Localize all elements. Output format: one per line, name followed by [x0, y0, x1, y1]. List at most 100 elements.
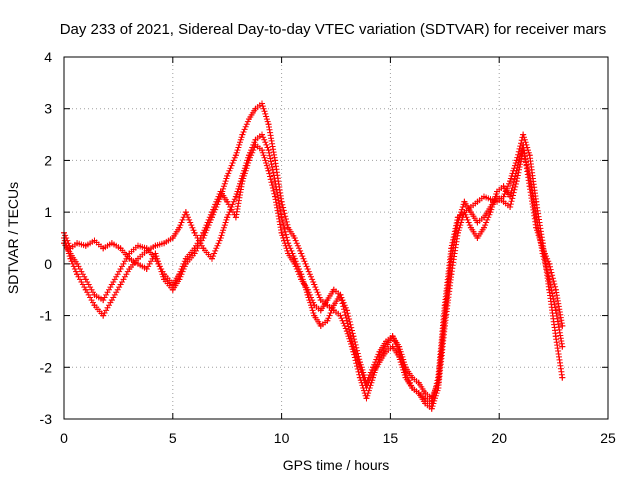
data-point — [474, 198, 481, 205]
data-point — [494, 188, 501, 195]
data-point — [278, 229, 285, 236]
data-point — [143, 245, 150, 252]
data-point — [311, 312, 318, 319]
data-point — [376, 359, 383, 366]
data-point — [176, 271, 183, 278]
data-point — [552, 307, 559, 314]
data-point — [200, 229, 207, 236]
data-point — [539, 245, 546, 252]
data-series — [61, 100, 566, 412]
data-point — [304, 286, 311, 293]
data-point — [100, 297, 107, 304]
data-point — [67, 250, 74, 257]
data-point — [291, 260, 298, 267]
y-axis-label: SDTVAR / TECUs — [5, 182, 21, 294]
data-point — [520, 131, 527, 138]
data-point — [507, 178, 514, 185]
y-tick-label: -2 — [40, 359, 53, 375]
data-point — [500, 193, 507, 200]
data-point — [108, 297, 115, 304]
data-point — [259, 147, 266, 154]
data-point — [337, 291, 344, 298]
data-point — [507, 203, 514, 210]
data-point — [454, 214, 461, 221]
data-point — [507, 193, 514, 200]
data-point — [217, 188, 224, 195]
data-point — [396, 343, 403, 350]
data-point — [552, 286, 559, 293]
data-point — [252, 105, 259, 112]
data-point — [117, 281, 124, 288]
x-tick-label: 25 — [600, 430, 616, 446]
data-point — [252, 141, 259, 148]
data-point — [224, 198, 231, 205]
data-point — [396, 353, 403, 360]
data-point — [428, 400, 435, 407]
marker-trail — [61, 100, 566, 412]
data-point — [232, 152, 239, 159]
data-point — [217, 235, 224, 241]
data-point — [161, 276, 168, 283]
data-point — [208, 209, 215, 216]
data-point — [169, 281, 176, 288]
x-tick-label: 10 — [274, 430, 290, 446]
data-point — [272, 157, 279, 164]
data-point — [304, 266, 311, 273]
data-point — [337, 312, 344, 319]
data-point — [311, 281, 318, 288]
data-point — [117, 266, 124, 273]
data-point — [467, 209, 474, 216]
data-point — [298, 276, 305, 283]
data-point — [74, 271, 81, 278]
data-point — [389, 333, 396, 340]
series-track-2 — [61, 131, 566, 402]
data-point — [448, 245, 455, 252]
data-point — [176, 224, 183, 231]
data-point — [298, 250, 305, 257]
data-point — [474, 219, 481, 226]
data-point — [126, 266, 133, 273]
data-point — [415, 390, 422, 397]
y-tick-label: 2 — [44, 152, 52, 168]
data-point — [169, 235, 176, 241]
data-point — [239, 131, 246, 138]
y-tick-label: 4 — [44, 49, 52, 65]
data-point — [134, 242, 141, 249]
data-point — [191, 250, 198, 257]
data-point — [330, 286, 337, 293]
data-point — [91, 302, 98, 309]
axis-ticks: 0 5 10 15 20 25 -3 -2 -1 0 1 2 3 4 — [40, 49, 616, 446]
data-point — [259, 100, 266, 107]
data-point — [533, 224, 540, 231]
data-point — [232, 214, 239, 221]
data-point — [252, 136, 259, 143]
data-point — [245, 116, 252, 123]
data-point — [324, 297, 331, 304]
chart-title: Day 233 of 2021, Sidereal Day-to-day VTE… — [60, 21, 607, 38]
y-tick-label: 0 — [44, 256, 52, 272]
data-point — [467, 203, 474, 210]
data-point — [559, 374, 566, 381]
data-point — [191, 245, 198, 252]
data-point — [91, 237, 98, 244]
data-point — [376, 348, 383, 355]
data-point — [134, 260, 141, 267]
data-point — [480, 224, 487, 231]
data-point — [108, 240, 115, 247]
data-point — [520, 141, 527, 148]
data-point — [383, 338, 390, 345]
data-point — [317, 322, 324, 329]
data-point — [67, 255, 74, 262]
data-point — [500, 198, 507, 205]
y-tick-label: 1 — [44, 204, 52, 220]
data-point — [265, 121, 272, 128]
data-point — [152, 250, 159, 257]
data-point — [526, 183, 533, 190]
data-point — [74, 240, 81, 247]
data-point — [126, 250, 133, 257]
data-point — [259, 131, 266, 138]
data-point — [82, 286, 89, 293]
data-point — [272, 193, 279, 200]
x-tick-label: 20 — [491, 430, 507, 446]
